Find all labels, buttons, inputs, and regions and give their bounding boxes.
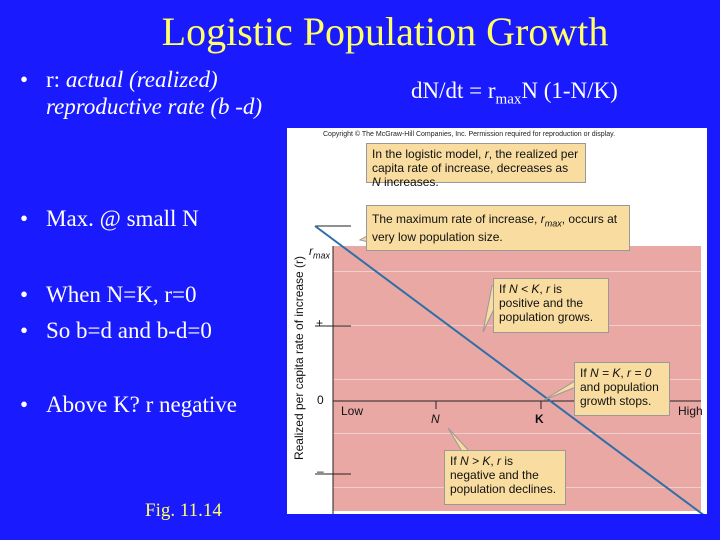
y-tick-label-plus: + bbox=[316, 316, 324, 330]
bullet-dot: • bbox=[20, 206, 29, 231]
callout-growth-stops: If N = K, r = 0 and population growth st… bbox=[574, 362, 670, 416]
copyright-notice: Copyright © The McGraw-Hill Companies, I… bbox=[323, 131, 616, 138]
y-axis-label: Realized per capita rate of increase (r) bbox=[292, 255, 306, 461]
x-tick-label-high: High bbox=[678, 404, 703, 418]
callout-negative-decline: If N > K, r is negative and the populati… bbox=[444, 450, 566, 505]
bullet-text: Above K? r negative bbox=[46, 392, 237, 417]
bullet-text: Max. @ small N bbox=[46, 206, 199, 231]
x-tick-label-low: Low bbox=[341, 404, 364, 418]
x-tick-label-n: N bbox=[431, 412, 440, 426]
x-tick-label-k: K bbox=[535, 412, 544, 426]
bullet-dot: • bbox=[20, 67, 29, 92]
gridline bbox=[333, 433, 701, 434]
bullet-dot: • bbox=[20, 318, 29, 343]
figure-panel: Copyright © The McGraw-Hill Companies, I… bbox=[287, 128, 707, 514]
gridline bbox=[333, 379, 701, 380]
realized-rate-line bbox=[314, 225, 704, 514]
figure-reference: Fig. 11.14 bbox=[145, 500, 222, 521]
callout-logistic-model: In the logistic model, r, the realized p… bbox=[366, 143, 586, 189]
equation-lhs: dN/dt = r bbox=[411, 78, 496, 103]
bullet-text: When N=K, r=0 bbox=[46, 282, 197, 307]
equation-subscript: max bbox=[495, 91, 522, 108]
callout-max-rate: The maximum rate of increase, rmax, occu… bbox=[366, 205, 630, 251]
y-tick-label-minus: – bbox=[317, 464, 324, 478]
callout-positive-growth: If N < K, r is positive and the populati… bbox=[493, 278, 609, 333]
logistic-equation: dN/dt = rmaxN (1-N/K) bbox=[411, 78, 618, 109]
bullet-italic-text: actual (realized) reproductive rate (b -… bbox=[46, 67, 263, 119]
bullet-dot: • bbox=[20, 392, 29, 417]
y-tick-label-zero: 0 bbox=[317, 393, 324, 407]
y-tick-label-rmax: rmax bbox=[309, 244, 331, 261]
bullet-dot: • bbox=[20, 282, 29, 307]
bullet-text: So b=d and b-d=0 bbox=[46, 318, 212, 343]
gridline bbox=[333, 271, 701, 272]
equation-rhs: N (1-N/K) bbox=[521, 78, 618, 103]
bullet-prefix: r: bbox=[46, 67, 66, 92]
slide-title: Logistic Population Growth bbox=[161, 9, 609, 54]
